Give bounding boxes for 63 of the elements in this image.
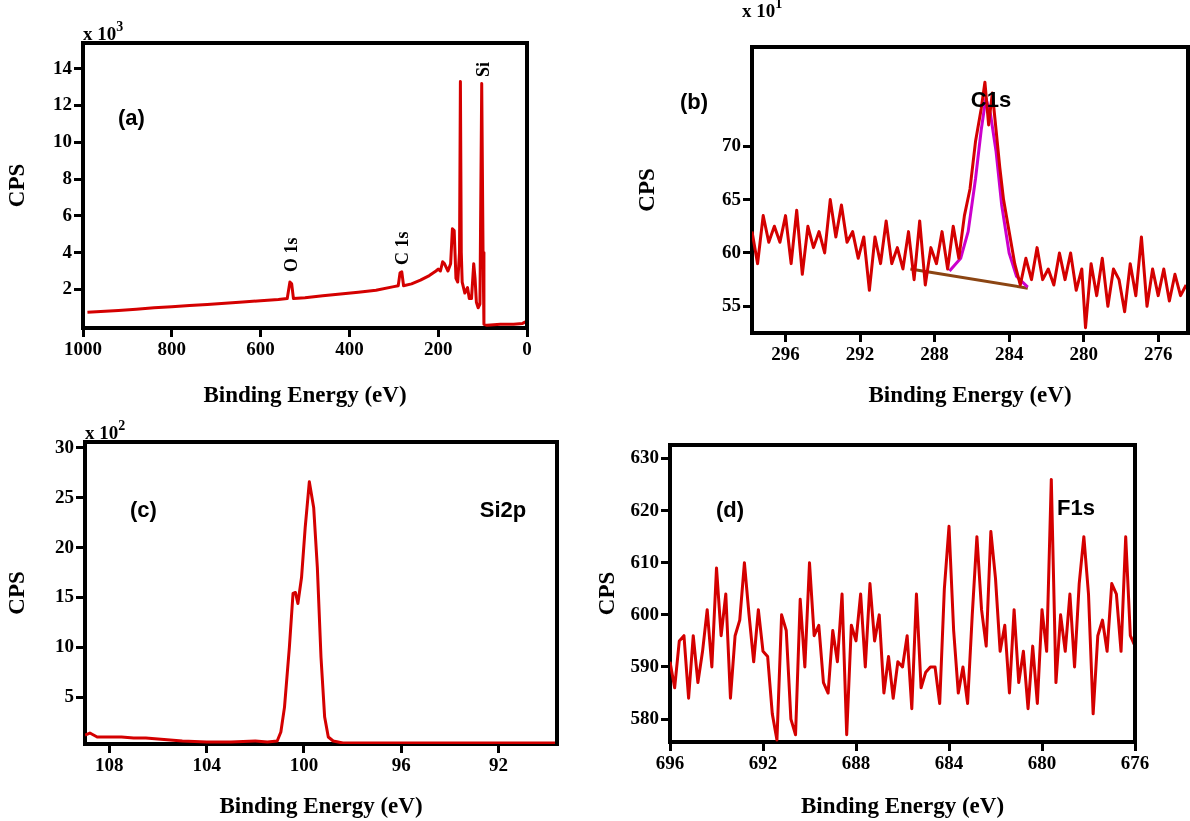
y-tick-label: 65 [722, 187, 741, 209]
y-tick-label: 630 [630, 446, 659, 468]
x-tick-label: 296 [771, 343, 800, 365]
y-tick-label: 10 [55, 635, 74, 657]
x-tick-label: 600 [246, 338, 275, 360]
y-tick-label: 20 [55, 535, 74, 557]
y-tick-label: 5 [64, 685, 74, 707]
x-tick-label: 108 [95, 754, 124, 776]
y-tick-label: 590 [630, 654, 659, 676]
y-tick-label: 55 [722, 294, 741, 316]
y-tick-label: 70 [722, 134, 741, 156]
x-tick-label: 684 [934, 752, 964, 774]
x-tick-label: 200 [423, 338, 453, 360]
y-tick-label: 15 [55, 585, 74, 607]
x-tick-label: 400 [335, 338, 364, 360]
annotation: (a) [118, 105, 145, 130]
x-axis-title: Binding Energy (eV) [868, 382, 1072, 408]
y-tick-label: 10 [53, 130, 72, 152]
x-tick-label: 96 [391, 754, 411, 776]
y-tick-label: 30 [55, 435, 74, 457]
y-axis-title: CPS [3, 571, 29, 615]
x-tick-label: 688 [841, 752, 871, 774]
y-tick-label: 610 [630, 550, 659, 572]
x-tick-label: 280 [1069, 343, 1098, 365]
y-tick-label: 14 [53, 56, 73, 78]
x-tick-label: 0 [522, 338, 532, 360]
annotation: Si [473, 61, 493, 77]
x-tick-label: 800 [157, 338, 187, 360]
y-tick-label: 4 [62, 240, 73, 262]
x-tick-label: 692 [748, 752, 778, 774]
annotation: (d) [716, 497, 745, 522]
x-tick-label: 292 [845, 343, 875, 365]
x-axis-title: Binding Energy (eV) [800, 793, 1005, 819]
x-tick-label: 284 [994, 343, 1024, 365]
y-tick-label: 2 [62, 277, 72, 299]
y-tick-label: 8 [62, 166, 72, 188]
y-axis-title: CPS [593, 571, 619, 616]
x-tick-label: 288 [920, 343, 949, 365]
x-axis-title: Binding Energy (eV) [203, 382, 407, 408]
x-tick-label: 1000 [64, 338, 102, 360]
y-tick-label: 12 [53, 93, 72, 115]
x-tick-label: 696 [655, 752, 685, 774]
annotation: (c) [130, 497, 157, 522]
annotation: Si2p [479, 497, 527, 522]
y-tick-label: 580 [630, 706, 659, 728]
y-tick-label: 620 [630, 498, 659, 520]
x-tick-label: 100 [289, 754, 319, 776]
annotation: F1s [1057, 495, 1095, 520]
x-tick-label: 680 [1027, 752, 1057, 774]
x-tick-label: 276 [1143, 343, 1173, 365]
y-axis-title: CPS [3, 163, 29, 208]
y-tick-label: 6 [62, 203, 72, 225]
x-tick-label: 676 [1120, 752, 1150, 774]
x-tick-label: 104 [192, 754, 222, 776]
annotation: O 1s [281, 237, 301, 272]
y-axis-title: CPS [633, 168, 659, 212]
x-axis-title: Binding Energy (eV) [219, 793, 423, 819]
text: (b) [680, 89, 709, 114]
x-tick-label: 92 [489, 754, 509, 776]
annotation: C 1s [392, 231, 412, 265]
y-tick-label: 600 [630, 602, 659, 624]
y-tick-label: 60 [722, 240, 741, 262]
y-tick-label: 25 [55, 485, 74, 507]
